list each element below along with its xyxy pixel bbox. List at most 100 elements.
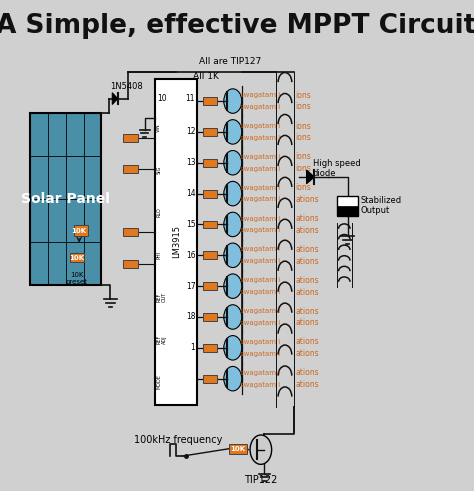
Text: ions: ions (296, 122, 311, 131)
Text: swagatam i: swagatam i (240, 339, 280, 345)
Circle shape (224, 151, 242, 175)
Text: ations: ations (296, 318, 319, 327)
Text: 10: 10 (157, 94, 167, 103)
Text: swagatam i: swagatam i (240, 185, 280, 191)
Circle shape (224, 120, 242, 144)
Text: 12: 12 (186, 127, 195, 136)
Circle shape (224, 243, 242, 268)
Text: swagatam i: swagatam i (240, 370, 280, 376)
Text: 1: 1 (191, 343, 195, 353)
FancyBboxPatch shape (337, 206, 358, 216)
FancyBboxPatch shape (29, 113, 101, 285)
Text: ations: ations (296, 349, 319, 358)
FancyBboxPatch shape (229, 444, 247, 454)
Text: swagatam i: swagatam i (240, 216, 280, 221)
Circle shape (224, 305, 242, 329)
FancyBboxPatch shape (74, 225, 88, 236)
Text: ations: ations (296, 245, 319, 254)
Text: swagatam i: swagatam i (240, 196, 280, 202)
Text: A Simple, effective MPPT Circuit: A Simple, effective MPPT Circuit (0, 13, 474, 39)
Text: ations: ations (296, 214, 319, 223)
Text: ations: ations (296, 306, 319, 316)
Text: 14: 14 (186, 189, 195, 198)
Text: RLO: RLO (156, 208, 161, 218)
Text: 10K: 10K (231, 446, 246, 452)
Text: swagatam i: swagatam i (240, 277, 280, 283)
Text: swagatam i: swagatam i (240, 320, 280, 326)
Text: ions: ions (296, 183, 311, 192)
Circle shape (224, 366, 242, 391)
Circle shape (224, 181, 242, 206)
Text: swagatam i: swagatam i (240, 382, 280, 387)
FancyBboxPatch shape (203, 128, 217, 136)
Text: 1N5408: 1N5408 (110, 82, 143, 91)
Text: 17: 17 (186, 282, 195, 291)
Text: ions: ions (296, 103, 311, 111)
Text: 10K
preset: 10K preset (66, 273, 88, 285)
Text: PHI: PHI (156, 251, 161, 259)
FancyBboxPatch shape (203, 313, 217, 321)
Text: 10K: 10K (72, 228, 87, 234)
FancyBboxPatch shape (155, 79, 197, 405)
Polygon shape (112, 93, 118, 105)
Text: diode: diode (313, 168, 336, 178)
Text: ations: ations (296, 368, 319, 377)
FancyBboxPatch shape (123, 260, 138, 268)
Text: swagatam i: swagatam i (240, 308, 280, 314)
Text: ions: ions (296, 133, 311, 142)
Text: 13: 13 (186, 158, 195, 167)
Text: ions: ions (296, 164, 311, 173)
FancyBboxPatch shape (123, 164, 138, 172)
Circle shape (224, 89, 242, 113)
Text: ations: ations (296, 226, 319, 235)
Text: All 1K: All 1K (193, 72, 219, 81)
Text: High speed: High speed (313, 159, 360, 168)
Text: swagatam i: swagatam i (240, 258, 280, 264)
FancyBboxPatch shape (203, 190, 217, 197)
Text: Stabilized
Output: Stabilized Output (361, 195, 401, 215)
Circle shape (224, 274, 242, 299)
Text: TIP122: TIP122 (244, 475, 278, 485)
Text: LM3915: LM3915 (172, 225, 181, 258)
Text: ions: ions (296, 91, 311, 100)
Text: 18: 18 (186, 312, 195, 322)
Text: Solar Panel: Solar Panel (21, 192, 110, 206)
Text: SIG: SIG (156, 166, 161, 174)
Circle shape (224, 212, 242, 237)
Text: ations: ations (296, 380, 319, 389)
Circle shape (250, 435, 272, 464)
Text: swagatam i: swagatam i (240, 104, 280, 110)
FancyBboxPatch shape (123, 228, 138, 236)
Text: swagatam i: swagatam i (240, 289, 280, 295)
Circle shape (224, 335, 242, 360)
FancyBboxPatch shape (70, 253, 83, 262)
FancyBboxPatch shape (203, 97, 217, 105)
Text: ations: ations (296, 257, 319, 266)
Text: REF
OUT: REF OUT (156, 292, 167, 302)
Polygon shape (307, 170, 314, 184)
Text: ations: ations (296, 276, 319, 285)
FancyBboxPatch shape (203, 220, 217, 228)
Text: 10K: 10K (69, 255, 84, 261)
Text: 11: 11 (185, 94, 195, 103)
Text: swagatam i: swagatam i (240, 351, 280, 356)
Text: ions: ions (296, 152, 311, 162)
Text: 100kHz frequency: 100kHz frequency (134, 435, 222, 445)
FancyBboxPatch shape (123, 134, 138, 142)
Text: ations: ations (296, 288, 319, 297)
Text: MODE: MODE (156, 375, 161, 389)
Text: swagatam i: swagatam i (240, 246, 280, 252)
Text: 15: 15 (186, 220, 195, 229)
Text: swagatam i: swagatam i (240, 165, 280, 172)
FancyBboxPatch shape (203, 251, 217, 259)
Text: swagatam i: swagatam i (240, 227, 280, 233)
Text: VIN: VIN (156, 124, 161, 132)
Text: REF
ADJ: REF ADJ (156, 335, 167, 344)
FancyBboxPatch shape (203, 375, 217, 382)
Text: swagatam i: swagatam i (240, 154, 280, 160)
Text: ations: ations (296, 337, 319, 347)
Text: ations: ations (296, 195, 319, 204)
FancyBboxPatch shape (203, 159, 217, 166)
Text: swagatam i: swagatam i (240, 135, 280, 141)
Text: All are TIP127: All are TIP127 (199, 57, 261, 66)
